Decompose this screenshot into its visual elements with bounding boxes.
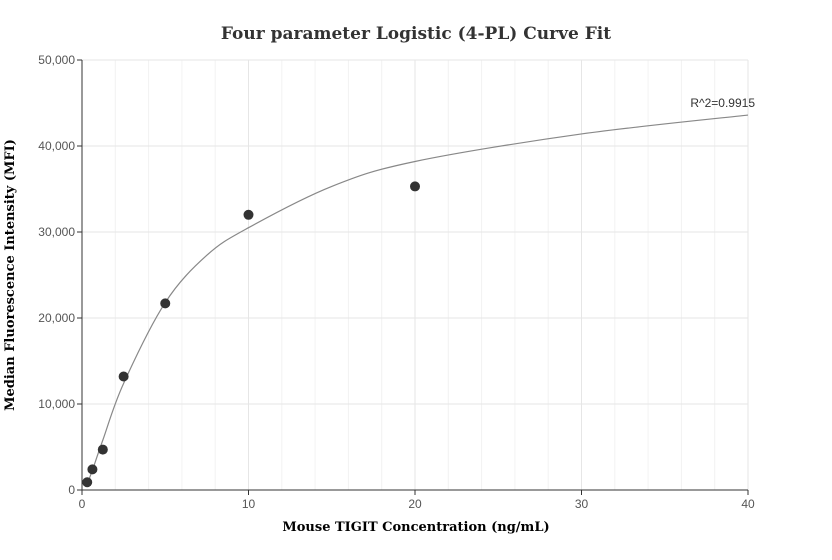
y-tick-label: 50,000 bbox=[38, 53, 75, 67]
x-tick-label: 0 bbox=[79, 497, 86, 511]
fit-curve-group bbox=[86, 114, 749, 485]
tick-labels: 0 10 20 30 40 0 10,000 20,000 30,000 40,000 50,000 bbox=[38, 53, 755, 511]
x-axis-label: Mouse TIGIT Concentration (ng/mL) bbox=[282, 520, 549, 535]
x-tick-label: 20 bbox=[408, 497, 422, 511]
y-tick-label: 30,000 bbox=[38, 225, 75, 239]
data-point bbox=[118, 371, 129, 382]
data-point bbox=[243, 209, 254, 220]
y-tick-label: 20,000 bbox=[38, 311, 75, 325]
grid bbox=[82, 59, 749, 490]
data-point bbox=[87, 464, 98, 475]
data-point bbox=[82, 477, 93, 488]
x-tick-label: 40 bbox=[741, 497, 755, 511]
data-point bbox=[97, 444, 108, 455]
x-tick-label: 30 bbox=[575, 497, 589, 511]
y-tick-label: 40,000 bbox=[38, 139, 75, 153]
y-tick-label: 0 bbox=[68, 483, 75, 497]
data-points bbox=[82, 181, 420, 488]
fit-curve bbox=[86, 114, 749, 485]
y-tick-label: 10,000 bbox=[38, 397, 75, 411]
data-point bbox=[410, 181, 420, 192]
x-tick-label: 10 bbox=[242, 497, 256, 511]
data-point bbox=[160, 298, 171, 309]
r-squared-annotation: R^2=0.9915 bbox=[690, 96, 755, 110]
chart-title: Four parameter Logistic (4-PL) Curve Fit bbox=[221, 24, 611, 44]
y-axis-label: Median Fluorescence Intensity (MFI) bbox=[3, 139, 18, 411]
